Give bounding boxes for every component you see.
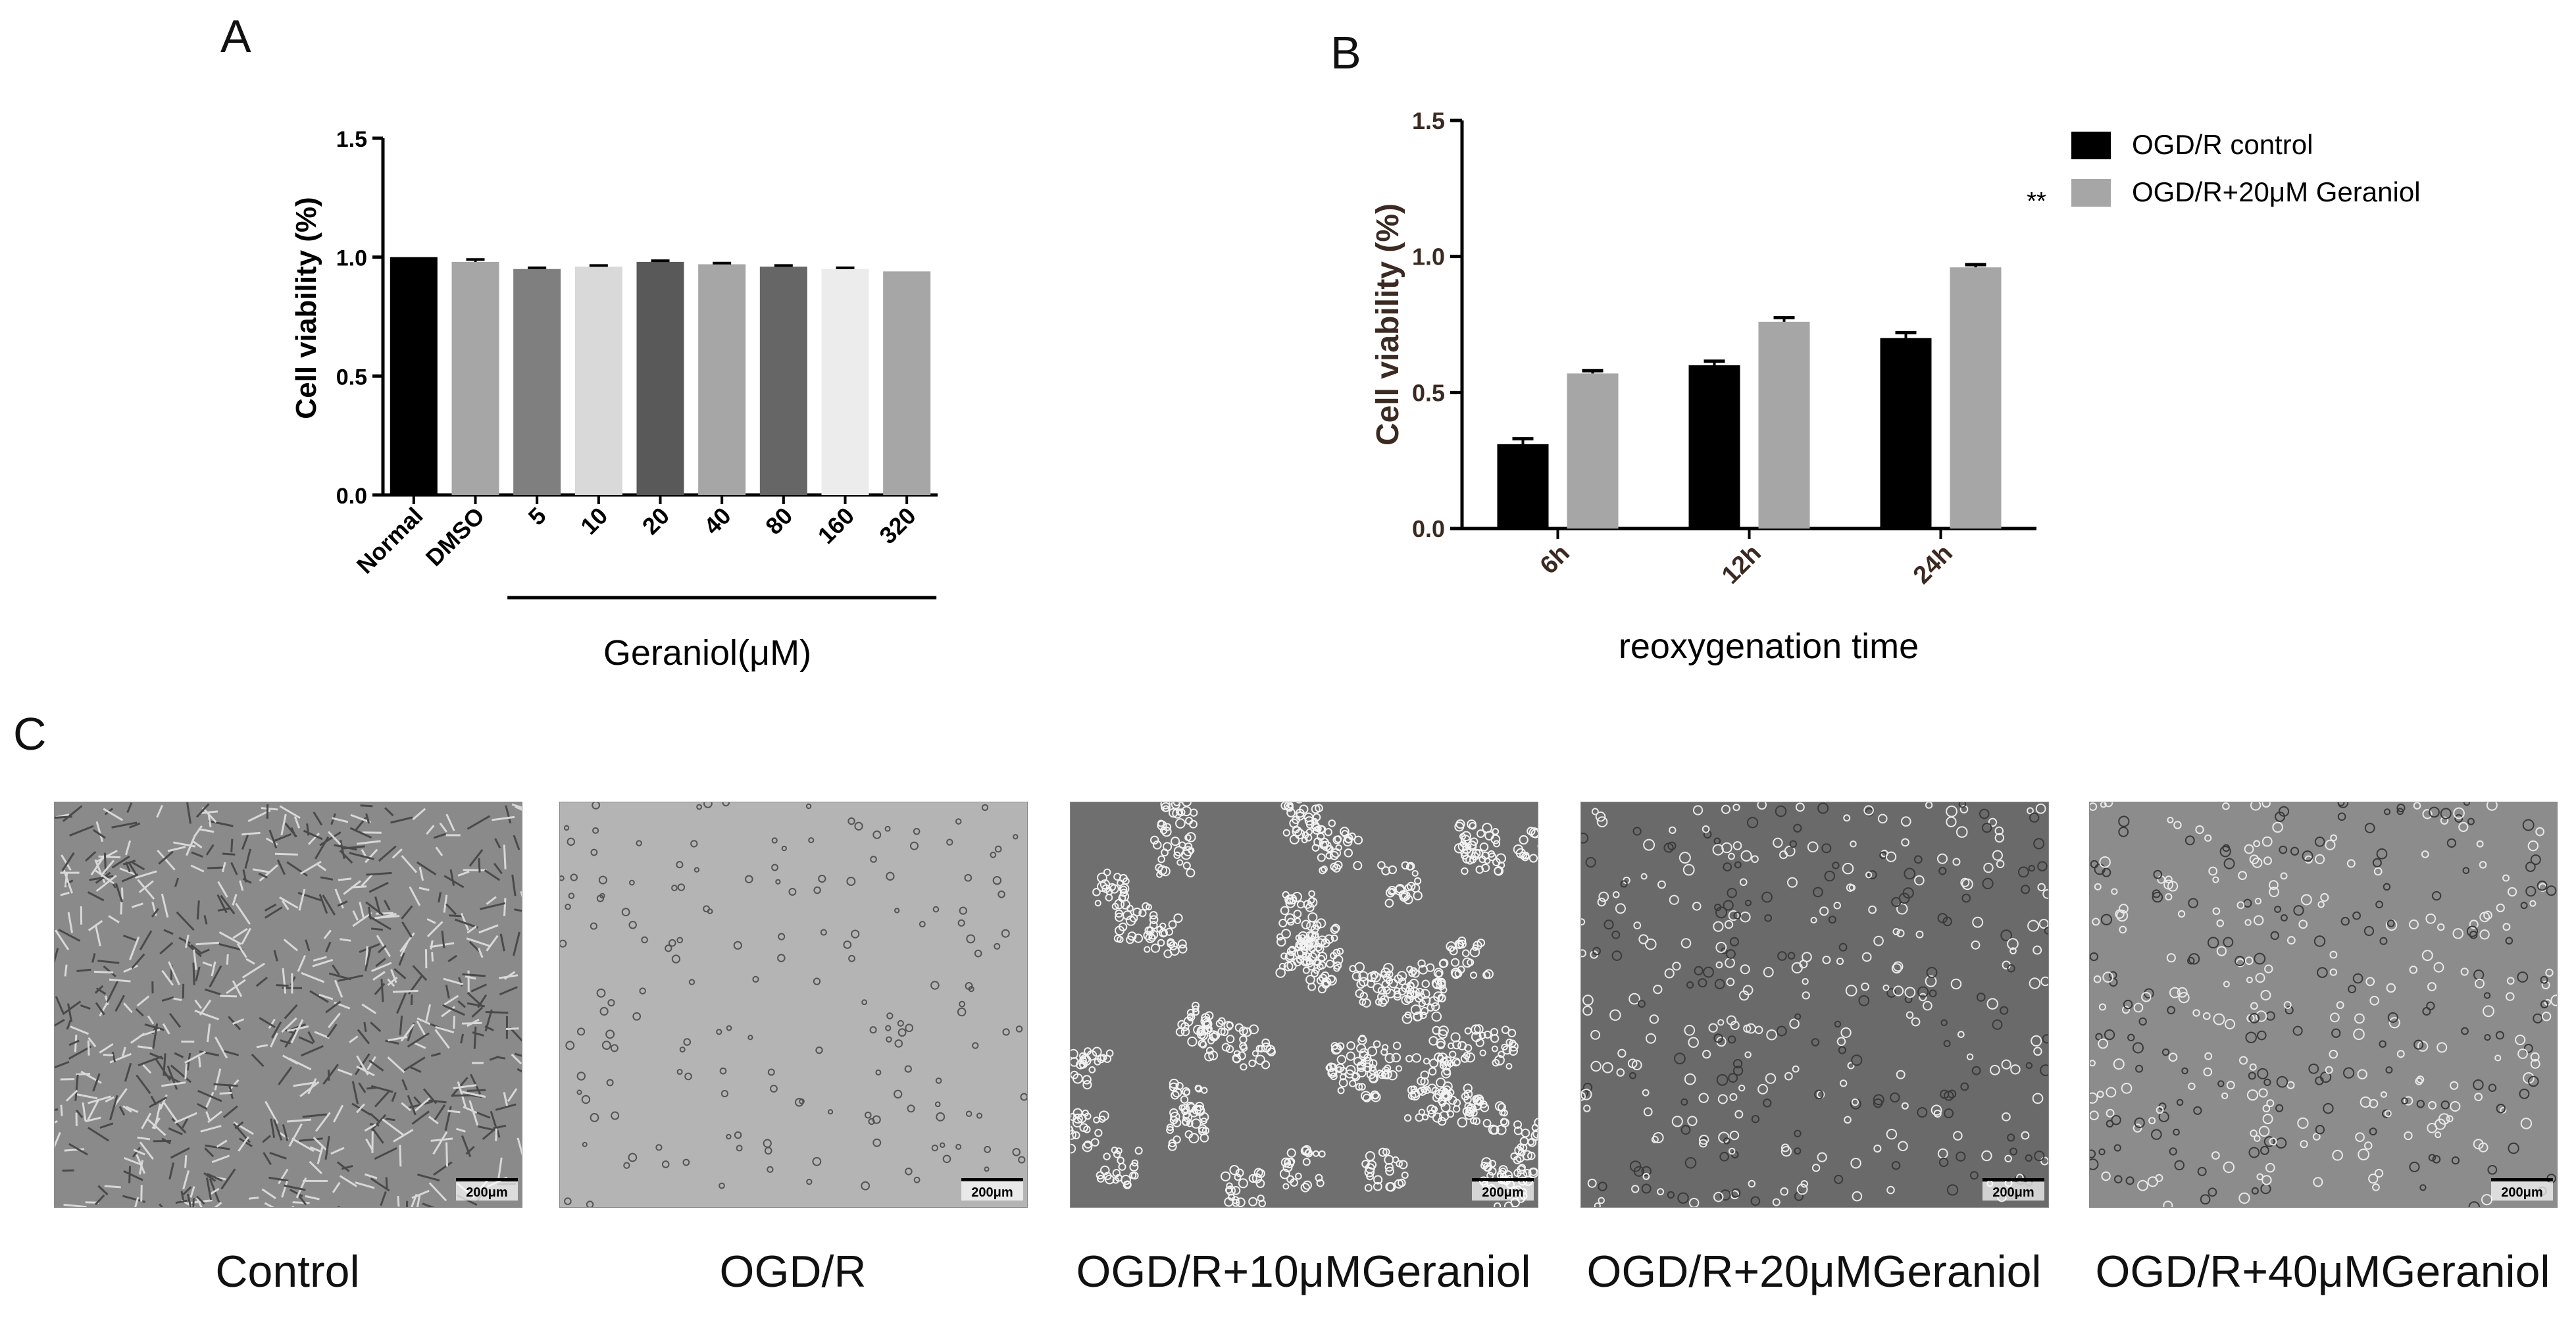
micrograph-image: 200μm — [1580, 802, 2049, 1208]
chart-b-xtick-label: 12h — [1717, 540, 1767, 590]
chart-a-xtick-label: 10 — [575, 502, 613, 540]
chart-b-bar — [1758, 321, 1810, 529]
chart-b-ylabel: Cell viability (%) — [1371, 203, 1405, 446]
chart-b-legend-swatch — [2071, 132, 2111, 159]
chart-b-bar — [1567, 373, 1619, 529]
chart-b-ytick-label: 0.5 — [1412, 379, 1445, 406]
chart-b-legend-label: OGD/R+20μM Geraniol — [2132, 176, 2421, 207]
chart-b-bar — [1880, 338, 1932, 529]
micrograph-image: 200μm — [1070, 802, 1538, 1208]
panel-letter-c: C — [13, 708, 47, 760]
chart-b-xtick-label: 24h — [1908, 540, 1958, 590]
chart-b-bar — [1688, 365, 1740, 529]
chart-a-bar — [390, 257, 438, 495]
scale-bar-label: 200μm — [1992, 1185, 2034, 1200]
chart-a-ytick-label: 0.0 — [336, 484, 367, 509]
chart-a-ytick-label: 1.0 — [336, 246, 367, 271]
chart-a-bar — [698, 264, 746, 495]
chart-a-bar — [574, 267, 622, 495]
micrograph-label: OGD/R+20μMGeraniol — [1586, 1247, 2042, 1297]
chart-b-ytick-label: 1.5 — [1412, 107, 1445, 134]
micrograph-texture: 200μm — [55, 802, 522, 1207]
micrograph-image: 200μm — [559, 802, 1028, 1208]
micrograph-texture: 200μm — [560, 802, 1027, 1207]
chart-b-ytick-label: 0.0 — [1412, 515, 1445, 542]
micrograph-image: 200μm — [2089, 802, 2558, 1208]
micrograph-texture: 200μm — [2090, 802, 2557, 1207]
chart-a-xtick-label: 40 — [699, 502, 736, 540]
chart-a-ytick-label: 0.5 — [336, 365, 367, 390]
scale-bar-label: 200μm — [971, 1185, 1013, 1200]
micrograph-texture: 200μm — [1581, 802, 2048, 1207]
chart-a-bar — [636, 261, 684, 495]
chart-a-xtick-label: 80 — [760, 502, 797, 540]
chart-b-xtick-label: 6h — [1535, 540, 1575, 580]
chart-b-xlabel: reoxygenation time — [1619, 627, 1919, 666]
micrograph-label: OGD/R+10μMGeraniol — [1076, 1247, 1531, 1297]
chart-a-ylabel: Cell viability (%) — [290, 197, 322, 419]
chart-a-bar — [513, 269, 561, 495]
chart-a: Cell viability (%) Geraniol(μM) 0.0 0.5 1.… — [290, 127, 938, 673]
chart-b-significance-annotation: ** — [2027, 188, 2046, 215]
chart-a-bar — [821, 269, 869, 495]
chart-a-bar — [451, 261, 499, 495]
chart-a-bar — [883, 271, 931, 495]
panel-letter-a: A — [220, 11, 251, 62]
chart-b-bar — [1950, 267, 2002, 529]
micrograph-label: Control — [215, 1247, 360, 1297]
chart-a-xtick-label: Normal — [351, 502, 428, 579]
chart-a-xtick-label: 160 — [813, 502, 859, 549]
chart-b-bar — [1497, 444, 1549, 529]
micrograph-label: OGD/R+40μMGeraniol — [2095, 1247, 2550, 1297]
chart-a-ytick-label: 1.5 — [336, 127, 367, 152]
chart-a-bar — [759, 267, 807, 495]
scale-bar-label: 200μm — [466, 1185, 507, 1200]
chart-b: Cell viability (%) reoxygenation time **… — [1371, 107, 2421, 666]
scale-bar-label: 200μm — [1482, 1185, 1523, 1200]
scale-bar-label: 200μm — [2501, 1185, 2542, 1200]
chart-a-xtick-label: 320 — [874, 502, 921, 549]
chart-b-legend-label: OGD/R control — [2132, 129, 2313, 160]
micrograph-image: 200μm — [54, 802, 522, 1208]
chart-a-xtick-label: 20 — [637, 502, 674, 540]
chart-a-xtick-label: DMSO — [420, 502, 490, 571]
micrograph-label: OGD/R — [719, 1247, 867, 1297]
chart-b-legend-swatch — [2071, 179, 2111, 207]
chart-b-ytick-label: 1.0 — [1412, 244, 1445, 271]
chart-a-xtick-label: 5 — [523, 502, 551, 530]
micrograph-texture: 200μm — [1071, 802, 1538, 1207]
chart-a-group-label: Geraniol(μM) — [603, 633, 811, 673]
panel-letter-b: B — [1330, 27, 1361, 78]
